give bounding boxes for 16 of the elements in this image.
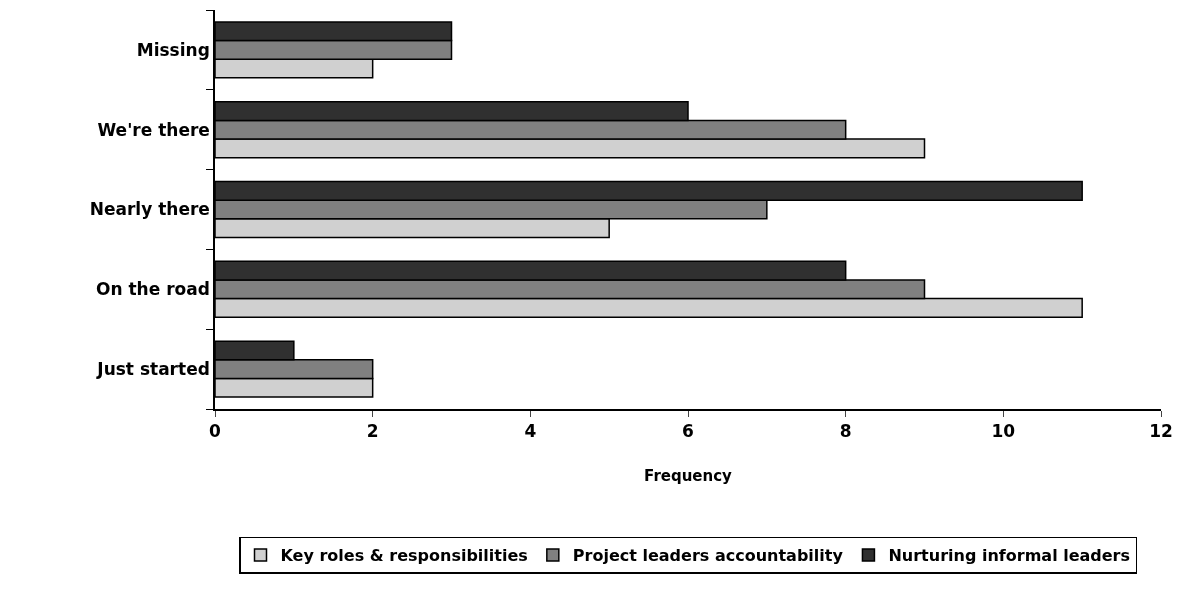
x-tick-label: 10 xyxy=(991,421,1016,442)
legend-label: Key roles & responsibilities xyxy=(280,546,528,566)
y-tick-label: We're there xyxy=(97,119,210,140)
x-tick-label: 2 xyxy=(366,421,379,442)
x-tick-label: 12 xyxy=(1149,421,1173,442)
legend-label: Nurturing informal leaders xyxy=(888,546,1131,566)
y-tick-label: Nearly there xyxy=(89,199,210,220)
y-tick-label: On the road xyxy=(95,279,210,300)
x-tick-label: 0 xyxy=(209,421,222,442)
x-tick-label: 8 xyxy=(839,421,852,442)
x-axis-title: Frequency xyxy=(644,466,733,485)
y-tick-label: Just started xyxy=(96,359,210,380)
y-tick-label: Missing xyxy=(136,39,210,60)
x-tick-label: 4 xyxy=(524,421,537,442)
x-tick-label: 6 xyxy=(682,421,694,442)
legend-label: Project leaders accountability xyxy=(572,546,844,566)
